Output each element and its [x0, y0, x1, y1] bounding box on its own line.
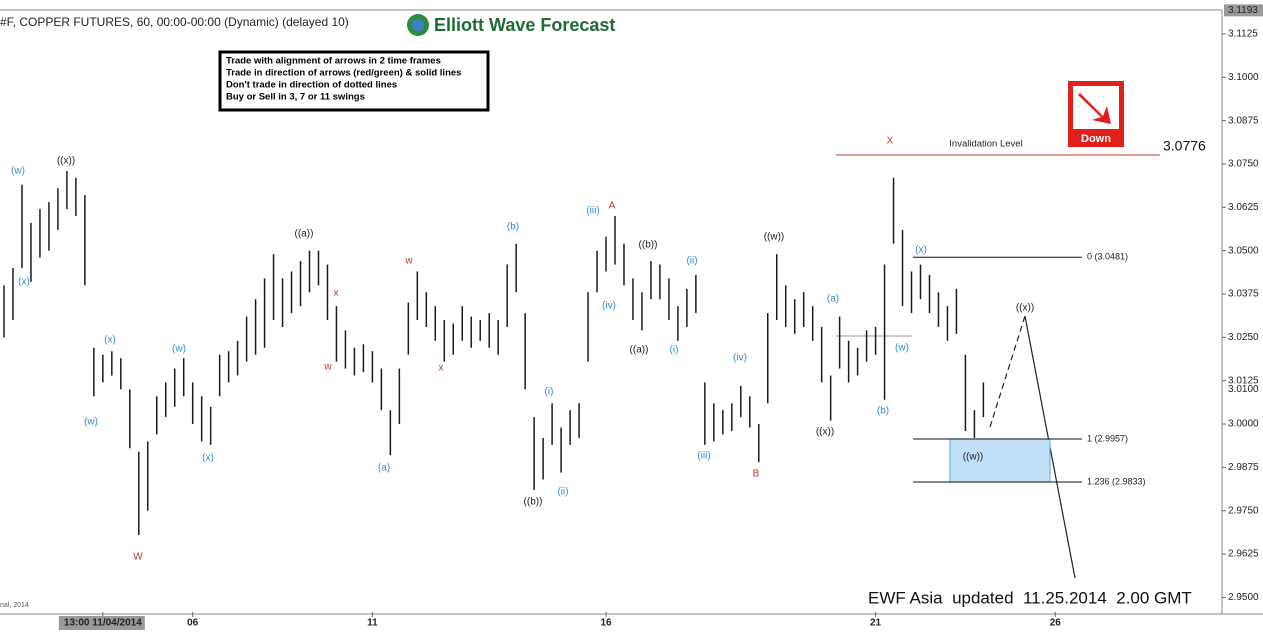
- wave-label: W: [133, 552, 143, 563]
- chart-title: #F, COPPER FUTURES, 60, 00:00-00:00 (Dyn…: [0, 15, 349, 29]
- copyright: nal, 2014: [0, 602, 29, 609]
- x-tick-label: 06: [187, 618, 199, 629]
- wave-label: (w): [11, 166, 25, 177]
- wave-label: (iii): [586, 206, 599, 217]
- logo-icon: [412, 19, 424, 31]
- y-tick-label: 3.0000: [1228, 419, 1259, 430]
- price-marker-box: [1224, 383, 1263, 396]
- fib-label: 1 (2.9957): [1087, 433, 1128, 443]
- y-tick-label: 3.0750: [1228, 159, 1259, 170]
- y-tick-label: 2.9625: [1228, 549, 1259, 560]
- brand: Elliott Wave Forecast: [434, 15, 615, 35]
- wave-label: ((a)): [630, 345, 649, 356]
- y-tick-label: 2.9750: [1228, 505, 1259, 516]
- wave-label: X: [887, 136, 894, 147]
- wave-label: ((b)): [524, 497, 543, 508]
- wave-label: w: [323, 362, 332, 373]
- invalidation-value: 3.0776: [1163, 138, 1206, 154]
- wave-label: (iv): [733, 353, 747, 364]
- x-tick-label: 26: [1050, 618, 1062, 629]
- wave-label: (ii): [686, 256, 697, 267]
- wave-label: A: [609, 201, 616, 212]
- wave-label: (x): [202, 453, 214, 464]
- x-tick-label: 13:00 11/04/2014: [64, 618, 142, 629]
- price-marker-label: 3.0100: [1228, 384, 1259, 395]
- invalidation-label: Invalidation Level: [949, 138, 1022, 149]
- logo: Elliott Wave Forecast: [407, 14, 615, 36]
- rule: Trade in direction of arrows (red/green)…: [226, 68, 461, 79]
- rule: Buy or Sell in 3, 7 or 11 swings: [226, 92, 365, 103]
- wave-label: (w): [84, 417, 98, 428]
- wave-label: (i): [670, 345, 679, 356]
- wave-label: ((b)): [639, 240, 658, 251]
- wave-label: ((w)): [764, 232, 785, 243]
- signal-sign: Down: [1068, 81, 1124, 147]
- y-tick-label: 3.0875: [1228, 115, 1259, 126]
- x-tick-box: [58, 616, 145, 630]
- rules-box: [218, 50, 490, 112]
- y-tick-label: 2.9875: [1228, 462, 1259, 473]
- wave-label: x: [334, 288, 339, 299]
- rule: Trade with alignment of arrows in 2 time…: [226, 56, 441, 67]
- fib-label: 0 (3.0481): [1087, 252, 1128, 262]
- wave-label: B: [753, 469, 760, 480]
- x-tick-label: 16: [600, 618, 612, 629]
- wave-label: (x): [915, 245, 927, 256]
- signal-arrow: [1078, 93, 1111, 124]
- wave-label: (a): [378, 463, 390, 474]
- wave-label: (iv): [602, 301, 616, 312]
- wave-label: (iii): [697, 451, 710, 462]
- y-tick-label: 3.0375: [1228, 289, 1259, 300]
- y-tick-label: 3.0500: [1228, 245, 1259, 256]
- wave-label: ((a)): [295, 229, 314, 240]
- signal-label: Down: [1081, 133, 1111, 145]
- y-tick-label: 3.0125: [1228, 375, 1259, 386]
- wave-label: (b): [507, 222, 519, 233]
- wave-label: (w): [172, 344, 186, 355]
- wave-label: ((x)): [57, 156, 75, 167]
- x-tick-label: 11: [367, 618, 378, 629]
- wave-label: w: [404, 256, 413, 267]
- wave-label: x: [439, 363, 444, 374]
- wave-label: (a): [827, 294, 839, 305]
- y-tick-label: 3.1125: [1228, 29, 1258, 40]
- y-tick-label: 3.0250: [1228, 332, 1259, 343]
- wave-label: ((x)): [1016, 303, 1034, 314]
- fib-label: 1.236 (2.9833): [1087, 476, 1146, 486]
- target-zone: [949, 438, 1051, 483]
- wave-label: (w): [895, 343, 909, 354]
- plot: 3.1125 3.1000 3.0875 3.0750 3.0625 3.0500 3.03…: [3, 4, 1263, 630]
- wave-label: ((x)): [816, 427, 834, 438]
- wave-label: ((w)): [963, 452, 984, 463]
- price-marker-label: 3.1193: [1228, 5, 1258, 16]
- signal-inner: [1073, 86, 1119, 129]
- y-tick-label: 3.1000: [1228, 72, 1259, 83]
- rule: Don't trade in direction of dotted lines: [226, 80, 397, 91]
- y-tick-label: 2.9500: [1228, 592, 1259, 603]
- wave-label: (i): [545, 387, 554, 398]
- price-marker-box: [1224, 4, 1263, 17]
- wave-label: (x): [18, 277, 30, 288]
- x-tick-label: 21: [870, 618, 882, 629]
- y-tick-label: 3.0625: [1228, 202, 1259, 213]
- wave-label: (x): [104, 335, 116, 346]
- wave-label: (ii): [557, 487, 568, 498]
- wave-label: (b): [877, 406, 889, 417]
- footer: EWF Asia updated 11.25.2014 2.00 GMT: [868, 588, 1192, 607]
